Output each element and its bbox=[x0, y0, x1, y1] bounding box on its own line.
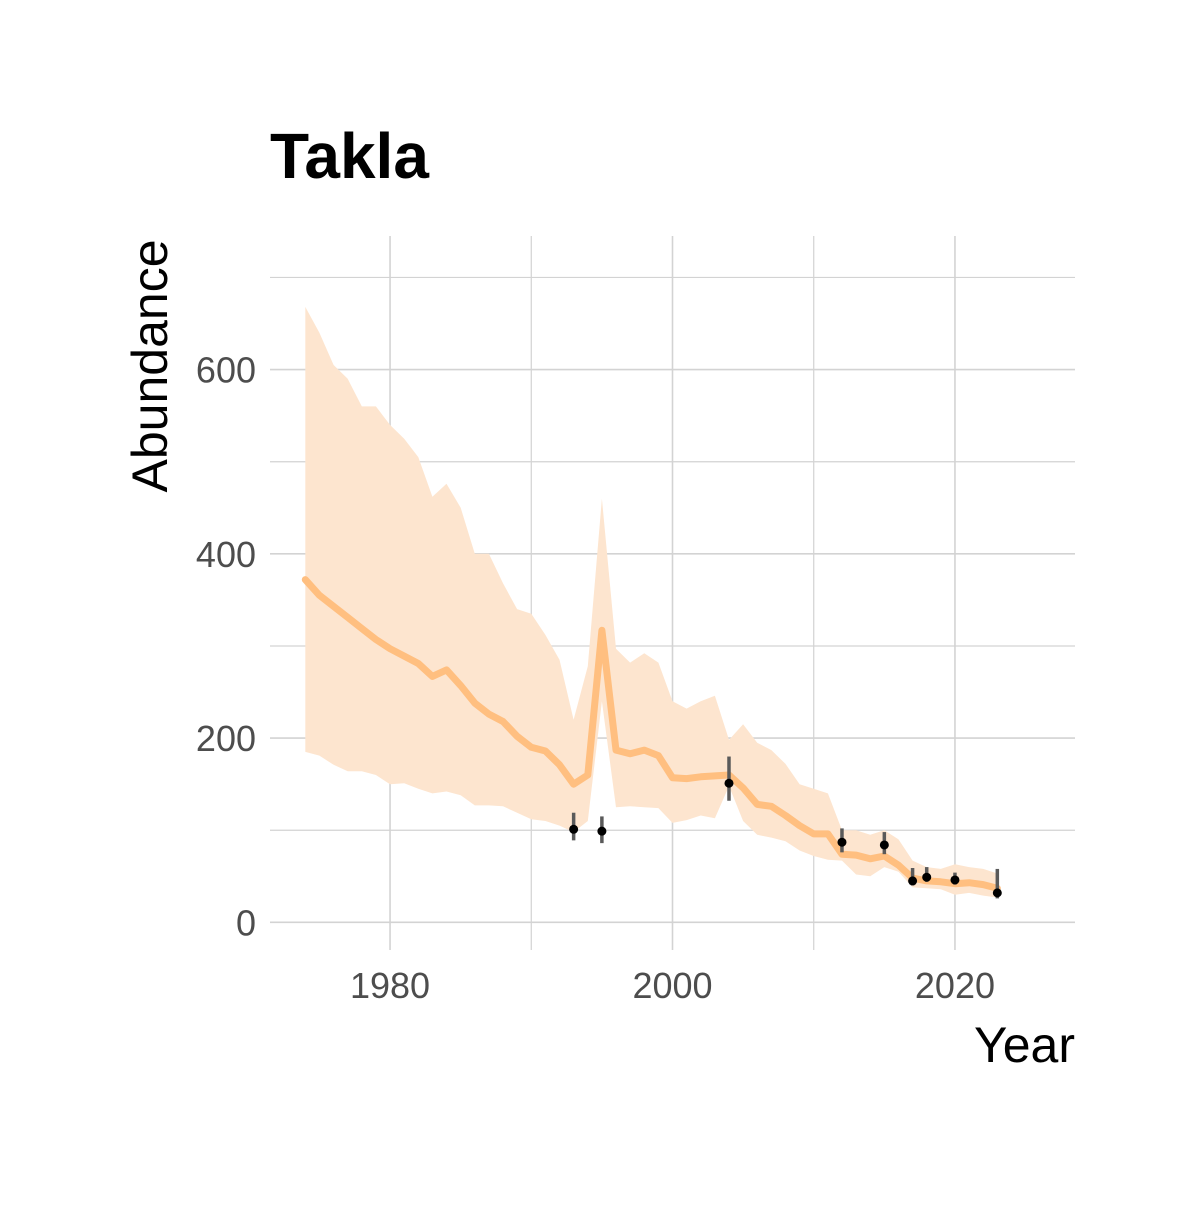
observation-point bbox=[922, 872, 932, 882]
observation-point bbox=[879, 840, 889, 850]
x-axis-title: Year bbox=[974, 1017, 1075, 1073]
observation-point-layer bbox=[569, 778, 1002, 898]
y-tick-label: 200 bbox=[196, 718, 256, 759]
observation-point bbox=[992, 888, 1002, 898]
chart-title: Takla bbox=[270, 120, 429, 192]
confidence-ribbon-layer bbox=[305, 306, 998, 898]
x-tick-label: 2000 bbox=[632, 965, 712, 1006]
observation-point bbox=[597, 826, 607, 836]
x-axis-ticks: 1980 2000 2020 bbox=[350, 965, 995, 1006]
x-tick-label: 2020 bbox=[915, 965, 995, 1006]
y-axis-title: Abundance bbox=[122, 239, 178, 492]
observation-point bbox=[724, 778, 734, 788]
y-tick-label: 400 bbox=[196, 534, 256, 575]
x-tick-label: 1980 bbox=[350, 965, 430, 1006]
y-tick-label: 600 bbox=[196, 350, 256, 391]
observation-point bbox=[908, 876, 918, 886]
trend-line bbox=[301, 576, 1001, 892]
y-tick-label: 0 bbox=[236, 902, 256, 943]
trend-line-layer bbox=[301, 576, 1001, 892]
observation-point bbox=[837, 837, 847, 847]
observation-point bbox=[569, 824, 579, 834]
confidence-ribbon bbox=[305, 306, 998, 898]
observation-point bbox=[950, 875, 960, 885]
y-axis-ticks: 0 200 400 600 bbox=[196, 350, 256, 944]
